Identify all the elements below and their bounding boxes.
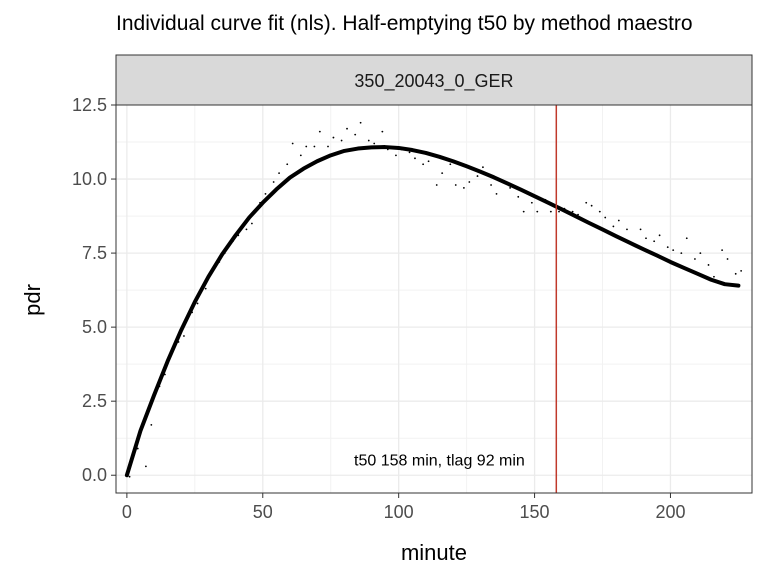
data-point [604, 216, 607, 219]
data-point [639, 228, 642, 231]
data-point [435, 184, 438, 186]
data-point [250, 222, 253, 225]
data-point [291, 142, 294, 145]
data-point [645, 237, 647, 240]
data-point [685, 237, 688, 240]
data-point [354, 133, 357, 136]
y-axis-title: pdr [20, 284, 45, 316]
data-point [395, 154, 397, 157]
data-point [373, 142, 376, 145]
data-point [617, 219, 620, 222]
data-point [454, 184, 457, 186]
data-point [713, 275, 715, 278]
data-point [462, 187, 465, 189]
data-point [734, 272, 737, 275]
data-point [590, 204, 593, 207]
fit-line [124, 145, 741, 478]
data-point [598, 210, 601, 213]
facet-label: 350_20043_0_GER [354, 71, 513, 92]
data-point [299, 154, 302, 157]
data-point [332, 136, 335, 139]
data-point [272, 181, 275, 183]
minor-grid [116, 105, 752, 493]
data-point [305, 145, 308, 148]
y-tick-label: 10.0 [72, 169, 107, 189]
y-tick-label: 2.5 [82, 391, 107, 411]
data-point [264, 192, 267, 195]
data-point [476, 175, 479, 177]
data-point [340, 139, 343, 142]
t50-annotation: t50 158 min, tlag 92 min [354, 452, 525, 469]
data-point [183, 335, 185, 337]
data-point [422, 163, 425, 166]
y-tick-label: 12.5 [72, 95, 107, 115]
data-point [245, 228, 248, 231]
data-point [558, 210, 560, 213]
data-point [672, 249, 675, 252]
x-tick-label: 0 [122, 502, 132, 522]
data-point [313, 145, 316, 148]
data-point [367, 139, 370, 142]
y-tick-label: 0.0 [82, 465, 107, 485]
x-tick-label: 150 [520, 502, 550, 522]
data-point [571, 210, 574, 213]
data-point [694, 258, 696, 260]
data-point [490, 184, 492, 186]
y-axis: 0.0 2.5 5.0 7.5 10.0 12.5 [72, 95, 116, 485]
data-point [204, 287, 207, 290]
chart-title: Individual curve fit (nls). Half-emptyin… [116, 12, 693, 35]
data-point [626, 228, 628, 231]
data-point [658, 234, 661, 237]
x-axis-title: minute [401, 540, 467, 565]
data-point [286, 163, 289, 166]
data-point [128, 475, 131, 478]
data-point [346, 127, 348, 130]
data-point [549, 210, 552, 213]
data-point [441, 172, 444, 175]
data-point [136, 447, 139, 450]
data-point [408, 151, 411, 154]
panel-border [115, 104, 753, 494]
data-point [699, 252, 702, 254]
data-point [740, 269, 743, 272]
x-tick-label: 50 [253, 502, 273, 522]
data-point [517, 195, 520, 198]
data-point [726, 258, 729, 260]
data-point [318, 130, 321, 133]
data-point [721, 249, 724, 252]
data-point [536, 210, 539, 213]
data-point [196, 302, 199, 305]
x-axis: 0 50 100 150 200 [122, 493, 685, 522]
data-point [509, 187, 512, 189]
data-point [612, 225, 615, 228]
x-tick-label: 200 [655, 502, 685, 522]
data-point [522, 210, 525, 213]
data-point [468, 181, 471, 183]
data-point [680, 252, 683, 254]
data-point [278, 172, 280, 175]
plot-panel [116, 105, 752, 493]
data-point [653, 240, 656, 243]
data-point [427, 160, 430, 163]
data-point [150, 423, 153, 426]
data-point [327, 145, 329, 148]
x-tick-label: 100 [384, 502, 414, 522]
data-point [381, 130, 384, 133]
data-point [482, 166, 484, 169]
data-point [666, 246, 669, 249]
data-point [414, 157, 416, 160]
y-tick-label: 5.0 [82, 317, 107, 337]
data-point [495, 192, 498, 195]
data-point [585, 201, 588, 204]
facet-strip [115, 54, 753, 106]
data-point [707, 264, 710, 266]
data-point [144, 465, 147, 468]
data-point [359, 121, 362, 124]
data-point [449, 163, 452, 166]
data-point [530, 201, 533, 204]
y-tick-label: 7.5 [82, 243, 107, 263]
